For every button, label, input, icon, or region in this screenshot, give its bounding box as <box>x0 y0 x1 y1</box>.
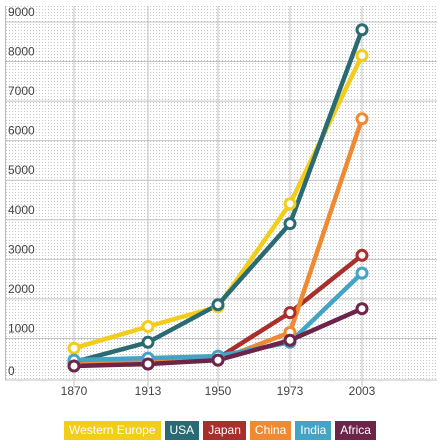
y-tick-label: 5000 <box>8 163 35 177</box>
legend: Western Europe USA Japan China India Africa <box>0 421 440 441</box>
y-tick-label: 6000 <box>8 124 35 138</box>
data-point-japan <box>283 306 297 320</box>
data-point-china <box>355 112 369 126</box>
y-tick-label: 8000 <box>8 45 35 59</box>
data-point-western-europe <box>283 197 297 211</box>
x-tick-label: 1973 <box>277 384 304 398</box>
data-point-africa <box>283 333 297 347</box>
legend-item-india: India <box>295 421 332 440</box>
x-tick-label: 1870 <box>61 384 88 398</box>
y-tick-label: 4000 <box>8 203 35 217</box>
plot-area <box>5 6 437 380</box>
y-tick-label: 9000 <box>8 5 35 19</box>
y-tick-label: 2000 <box>8 282 35 296</box>
x-tick-label: 1950 <box>205 384 232 398</box>
data-point-africa <box>355 302 369 316</box>
data-point-india <box>355 266 369 280</box>
data-point-japan <box>355 248 369 262</box>
data-point-africa <box>211 353 225 367</box>
y-tick-label: 1000 <box>8 321 35 335</box>
legend-item-africa: Africa <box>335 421 376 440</box>
y-tick-label: 0 <box>8 364 15 378</box>
data-point-africa <box>141 357 155 371</box>
data-point-usa <box>355 23 369 37</box>
y-tick-label: 7000 <box>8 84 35 98</box>
legend-item-western-europe: Western Europe <box>64 421 161 440</box>
legend-item-china: China <box>249 421 292 440</box>
data-point-western-europe <box>67 341 81 355</box>
x-tick-label: 1913 <box>135 384 162 398</box>
data-point-usa <box>211 298 225 312</box>
data-point-western-europe <box>355 49 369 62</box>
legend-item-japan: Japan <box>203 421 246 440</box>
x-tick-label: 2003 <box>349 384 376 398</box>
legend-item-usa: USA <box>164 421 200 440</box>
data-point-usa <box>283 217 297 231</box>
data-point-africa <box>67 359 81 373</box>
data-point-usa <box>141 335 155 349</box>
y-tick-label: 3000 <box>8 242 35 256</box>
data-point-western-europe <box>141 320 155 333</box>
